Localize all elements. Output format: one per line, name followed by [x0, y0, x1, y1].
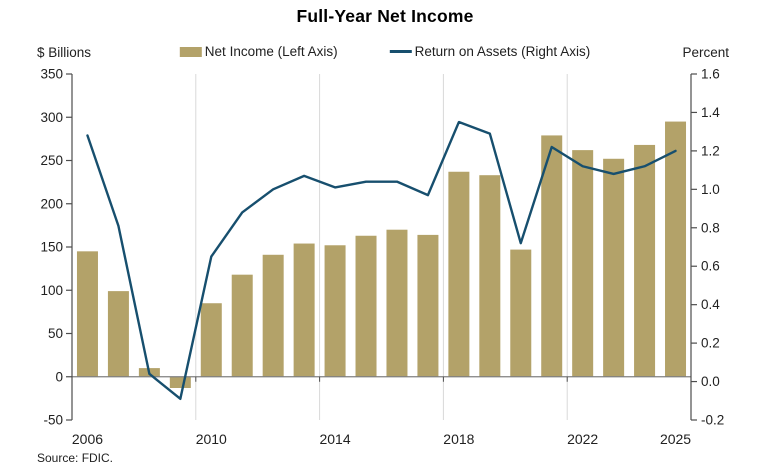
right-axis-tick-label-0.2: 0.2	[701, 336, 720, 351]
right-axis-tick-label-0.8: 0.8	[701, 220, 720, 235]
right-axis-unit-label: Percent	[682, 45, 729, 60]
net-income-bar-2013	[293, 243, 315, 377]
right-axis-tick-label-0.0: 0.0	[701, 374, 720, 389]
legend: Net Income (Left Axis) Return on Assets …	[179, 44, 591, 59]
x-tick-label-2006: 2006	[72, 431, 103, 447]
right-axis-tick-label--0.2: -0.2	[701, 413, 724, 428]
net-income-bar-2010	[200, 303, 222, 377]
x-tick-label-2010: 2010	[196, 431, 227, 447]
x-tick-label-2025: 2025	[660, 431, 691, 447]
right-axis-tick-label-0.6: 0.6	[701, 259, 720, 274]
left-axis-tick-label-50: 50	[48, 326, 63, 341]
x-tick-label-2022: 2022	[567, 431, 598, 447]
net-income-bar-2017	[417, 234, 439, 377]
net-income-bar-2007	[107, 291, 129, 377]
left-axis-tick-label-150: 150	[40, 240, 63, 255]
right-axis-tick-label-1.6: 1.6	[701, 67, 720, 82]
bar-swatch-icon	[179, 46, 202, 57]
line-swatch-icon	[389, 50, 412, 53]
net-income-bar-2021	[541, 135, 563, 377]
right-axis-tick-label-1.4: 1.4	[701, 105, 720, 120]
net-income-bar-2012	[262, 254, 284, 377]
net-income-bar-2011	[231, 274, 253, 377]
net-income-bar-2016	[386, 229, 408, 377]
net-income-bar-2022	[572, 150, 594, 377]
net-income-bar-2020	[510, 249, 532, 377]
left-axis-tick-label-100: 100	[40, 283, 63, 298]
net-income-bar-2015	[355, 235, 377, 377]
left-axis-tick-label-250: 250	[40, 153, 63, 168]
roa-line	[86, 120, 677, 401]
net-income-bar-2018	[448, 171, 470, 377]
net-income-bar-2014	[324, 245, 346, 377]
chart-title: Full-Year Net Income	[296, 6, 474, 26]
left-axis-tick-label-300: 300	[40, 110, 63, 125]
left-axis-tick-label-350: 350	[40, 67, 63, 82]
net-income-bar-2024	[634, 144, 656, 377]
net-income-bar-2009	[169, 376, 191, 388]
legend-item-net-income: Net Income (Left Axis)	[179, 44, 338, 59]
right-axis-tick-label-0.4: 0.4	[701, 297, 720, 312]
right-axis-tick-label-1.2: 1.2	[701, 143, 720, 158]
net-income-bar-2019	[479, 175, 501, 377]
legend-label-roa: Return on Assets (Right Axis)	[414, 44, 591, 59]
x-tick-label-2018: 2018	[443, 431, 474, 447]
left-axis-tick-label-200: 200	[40, 196, 63, 211]
left-axis-tick-label--50: -50	[43, 413, 63, 428]
net-income-bar-2006	[76, 251, 98, 377]
legend-item-roa: Return on Assets (Right Axis)	[389, 44, 591, 59]
right-axis-tick-label-1.0: 1.0	[701, 182, 720, 197]
net-income-bar-2025	[665, 121, 687, 377]
legend-label-net-income: Net Income (Left Axis)	[204, 44, 338, 59]
left-axis-unit-label: $ Billions	[37, 45, 92, 60]
source-note: Source: FDIC.	[37, 451, 114, 465]
net-income-bar-2023	[603, 158, 625, 377]
left-axis-tick-label-0: 0	[55, 369, 63, 384]
x-tick-label-2014: 2014	[319, 431, 350, 447]
